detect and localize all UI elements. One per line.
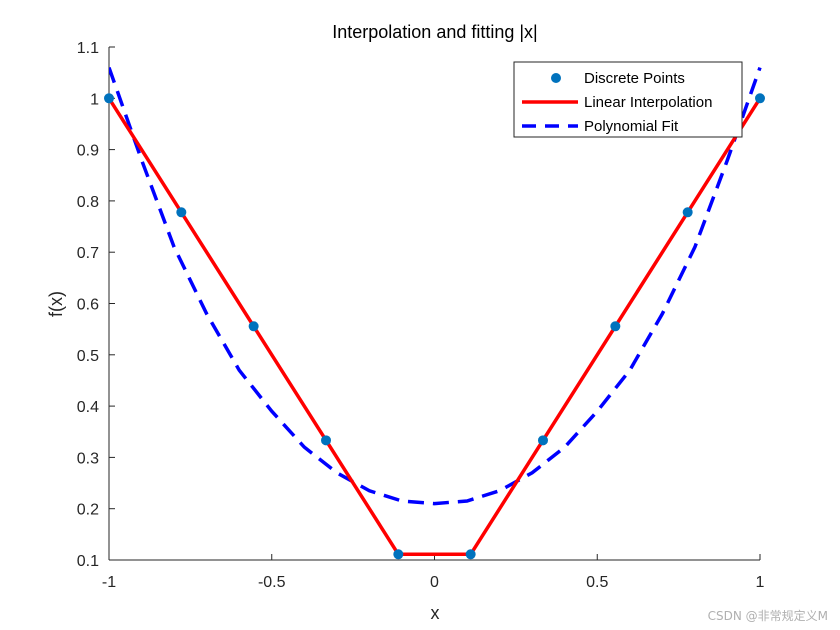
data-point bbox=[682, 207, 693, 218]
y-tick-label: 0.3 bbox=[77, 450, 99, 467]
y-tick-label: 0.1 bbox=[77, 553, 99, 570]
data-point bbox=[465, 549, 476, 560]
data-point bbox=[176, 207, 187, 218]
y-tick-label: 0.7 bbox=[77, 245, 99, 262]
x-tick-label: -0.5 bbox=[258, 574, 286, 591]
y-tick-label: 0.6 bbox=[77, 297, 99, 314]
y-tick-label: 1.1 bbox=[77, 40, 99, 57]
x-axis-label: x bbox=[431, 603, 440, 623]
y-tick-label: 1 bbox=[90, 91, 99, 108]
x-tick-label: 0 bbox=[430, 574, 439, 591]
axis-ticks: -1 -0.5 0 0.5 1 0.1 0.2 0.3 0.4 0.5 0.6 0.7 0.8 0.9 1 1… bbox=[77, 40, 765, 591]
x-tick-label: 0.5 bbox=[586, 574, 608, 591]
data-point bbox=[248, 321, 259, 332]
watermark: CSDN @非常规定义M bbox=[707, 609, 828, 623]
plot-area bbox=[104, 66, 765, 560]
data-point bbox=[321, 435, 332, 446]
data-point bbox=[610, 321, 621, 332]
legend-label: Polynomial Fit bbox=[584, 118, 679, 135]
chart-title: Interpolation and fitting |x| bbox=[332, 22, 537, 42]
x-tick-label: -1 bbox=[102, 574, 116, 591]
legend-label: Discrete Points bbox=[584, 70, 685, 87]
data-point bbox=[104, 93, 114, 104]
y-tick-label: 0.4 bbox=[77, 399, 99, 416]
x-tick-label: 1 bbox=[756, 574, 765, 591]
y-tick-label: 0.5 bbox=[77, 348, 99, 365]
legend: Discrete Points Linear Interpolation Polyn… bbox=[513, 61, 743, 138]
data-point bbox=[393, 549, 404, 560]
legend-label: Linear Interpolation bbox=[584, 94, 712, 111]
y-tick-label: 0.8 bbox=[77, 194, 99, 211]
data-point bbox=[755, 93, 765, 104]
y-axis-label: f(x) bbox=[46, 291, 66, 317]
series-line-polynomial-fit bbox=[109, 66, 762, 506]
legend-marker bbox=[551, 73, 561, 83]
series-line-linear-interpolation bbox=[107, 97, 762, 557]
y-tick-label: 0.2 bbox=[77, 502, 99, 519]
y-tick-label: 0.9 bbox=[77, 143, 99, 160]
data-point bbox=[537, 435, 548, 446]
